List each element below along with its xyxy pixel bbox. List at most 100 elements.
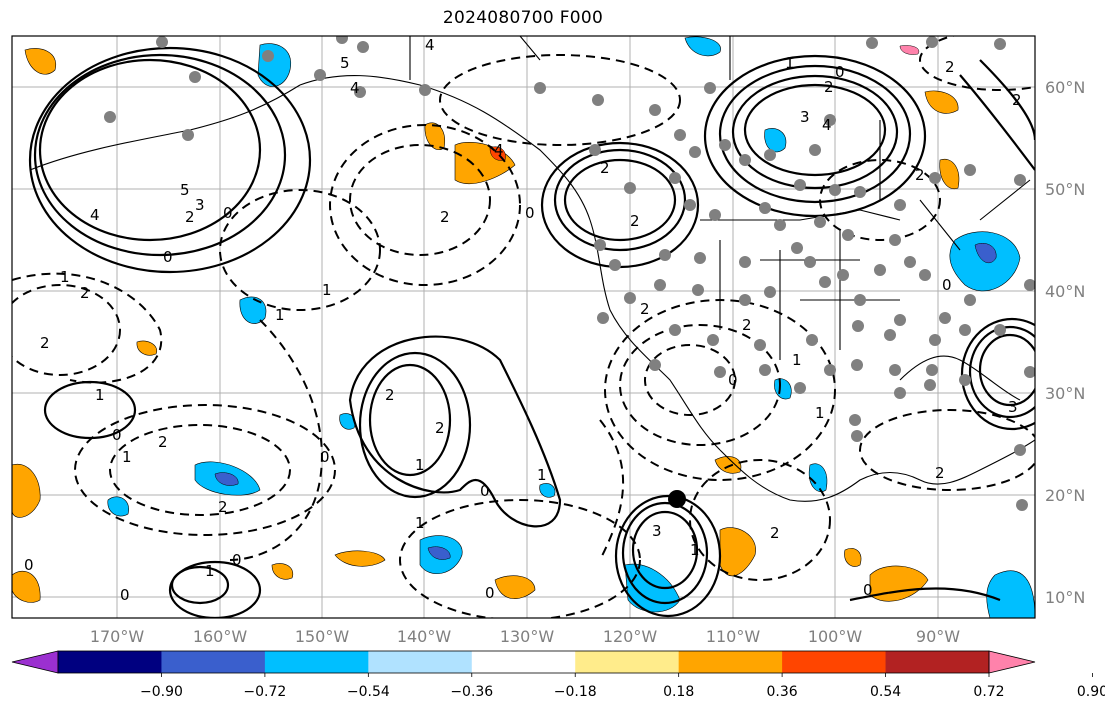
colorbar-segment bbox=[885, 651, 990, 673]
contour-label: 2 bbox=[158, 433, 168, 451]
station-dot bbox=[964, 294, 976, 306]
station-dot bbox=[684, 199, 696, 211]
station-dot bbox=[709, 209, 721, 221]
contour-label: 2 bbox=[435, 419, 445, 437]
station-dot bbox=[182, 129, 194, 141]
station-dot bbox=[852, 320, 864, 332]
contour-label: 0 bbox=[525, 204, 535, 222]
station-dot bbox=[829, 184, 841, 196]
contour-label: 3 bbox=[652, 522, 662, 540]
station-dot bbox=[189, 71, 201, 83]
contour-label: 1 bbox=[322, 281, 332, 299]
station-dot bbox=[809, 144, 821, 156]
shaded-patch bbox=[427, 546, 451, 560]
contour-label: 1 bbox=[690, 541, 700, 559]
station-dot bbox=[1016, 499, 1028, 511]
station-dot bbox=[894, 387, 906, 399]
latitude-label: 60°N bbox=[1045, 78, 1085, 97]
station-dot bbox=[964, 164, 976, 176]
station-dot bbox=[959, 324, 971, 336]
longitude-label: 90°W bbox=[916, 627, 960, 646]
contour-label: 2 bbox=[770, 524, 780, 542]
station-dot bbox=[592, 94, 604, 106]
colorbar-tick-label: 0.90 bbox=[1077, 684, 1105, 700]
station-dot bbox=[851, 359, 863, 371]
contour-label: 4 bbox=[494, 141, 504, 159]
contour-label: 2 bbox=[1012, 91, 1022, 109]
station-dot bbox=[854, 186, 866, 198]
longitude-label: 120°W bbox=[603, 627, 658, 646]
colorbar-segment bbox=[678, 651, 783, 673]
colorbar-tick-label: 0.18 bbox=[663, 684, 694, 700]
shaded-patch bbox=[924, 90, 959, 114]
contour-label: 0 bbox=[485, 584, 495, 602]
shaded-patch bbox=[12, 570, 41, 603]
shaded-patch bbox=[339, 413, 356, 430]
station-dot bbox=[669, 324, 681, 336]
station-dot bbox=[814, 216, 826, 228]
shaded-patch bbox=[899, 45, 920, 55]
contour-label: 0 bbox=[120, 586, 130, 604]
contour-value-labels: 5 4 3 2 0 4 3 2 0 2 2 2 2 1 0 1 3 1 3 1 … bbox=[24, 36, 1022, 604]
contour-label: 2 bbox=[40, 334, 50, 352]
contour-label: 2 bbox=[385, 386, 395, 404]
map-background bbox=[12, 36, 1035, 618]
station-dot bbox=[654, 279, 666, 291]
colorbar-tick-label: −0.18 bbox=[554, 684, 597, 700]
contour-label: 2 bbox=[640, 300, 650, 318]
station-dot bbox=[806, 334, 818, 346]
coastlines bbox=[29, 36, 1035, 502]
station-dots bbox=[104, 36, 1035, 511]
station-dot bbox=[774, 219, 786, 231]
station-dot bbox=[659, 249, 671, 261]
station-dot bbox=[824, 114, 836, 126]
shaded-patch bbox=[494, 575, 536, 599]
contour-label: 2 bbox=[742, 316, 752, 334]
station-dot bbox=[739, 154, 751, 166]
longitude-label: 100°W bbox=[808, 627, 863, 646]
contour-label: 2 bbox=[185, 208, 195, 226]
station-dot bbox=[739, 256, 751, 268]
shaded-patch bbox=[271, 563, 294, 580]
contour-label: 2 bbox=[630, 212, 640, 230]
longitude-label: 110°W bbox=[706, 627, 761, 646]
station-dot bbox=[791, 242, 803, 254]
station-dot bbox=[889, 364, 901, 376]
station-dot bbox=[959, 374, 971, 386]
contour-label: 0 bbox=[835, 63, 845, 81]
station-dot bbox=[794, 382, 806, 394]
station-dot bbox=[994, 324, 1006, 336]
colorbar-extend-high bbox=[988, 650, 1036, 674]
shaded-patch bbox=[974, 242, 997, 264]
station-dot bbox=[156, 36, 168, 48]
contour-label: 0 bbox=[728, 371, 738, 389]
colorbar-segment bbox=[471, 651, 576, 673]
station-dot bbox=[874, 264, 886, 276]
colorbar-segment bbox=[782, 651, 887, 673]
shaded-patch bbox=[764, 128, 787, 153]
contour-label: 3 bbox=[800, 108, 810, 126]
station-dot bbox=[1014, 444, 1026, 456]
station-dot bbox=[692, 284, 704, 296]
station-dot bbox=[924, 379, 936, 391]
shaded-patch bbox=[844, 548, 862, 567]
contour-label: 0 bbox=[163, 248, 173, 266]
station-dot bbox=[1014, 174, 1026, 186]
colorbar-segment bbox=[58, 651, 162, 673]
station-dot bbox=[926, 36, 938, 48]
contour-label: 1 bbox=[537, 466, 547, 484]
colorbar-segment bbox=[264, 651, 369, 673]
station-dot bbox=[534, 82, 546, 94]
station-dot bbox=[624, 182, 636, 194]
shaded-patch bbox=[136, 340, 158, 356]
colorbar bbox=[11, 650, 1093, 677]
colorbar-extend-low bbox=[11, 650, 59, 674]
station-dot bbox=[104, 111, 116, 123]
colorbar-segment bbox=[368, 651, 473, 673]
colorbar-tick-label: 0.36 bbox=[767, 684, 798, 700]
contour-label: 0 bbox=[320, 448, 330, 466]
shaded-patch bbox=[334, 550, 386, 567]
station-dot bbox=[894, 314, 906, 326]
station-dot bbox=[694, 252, 706, 264]
